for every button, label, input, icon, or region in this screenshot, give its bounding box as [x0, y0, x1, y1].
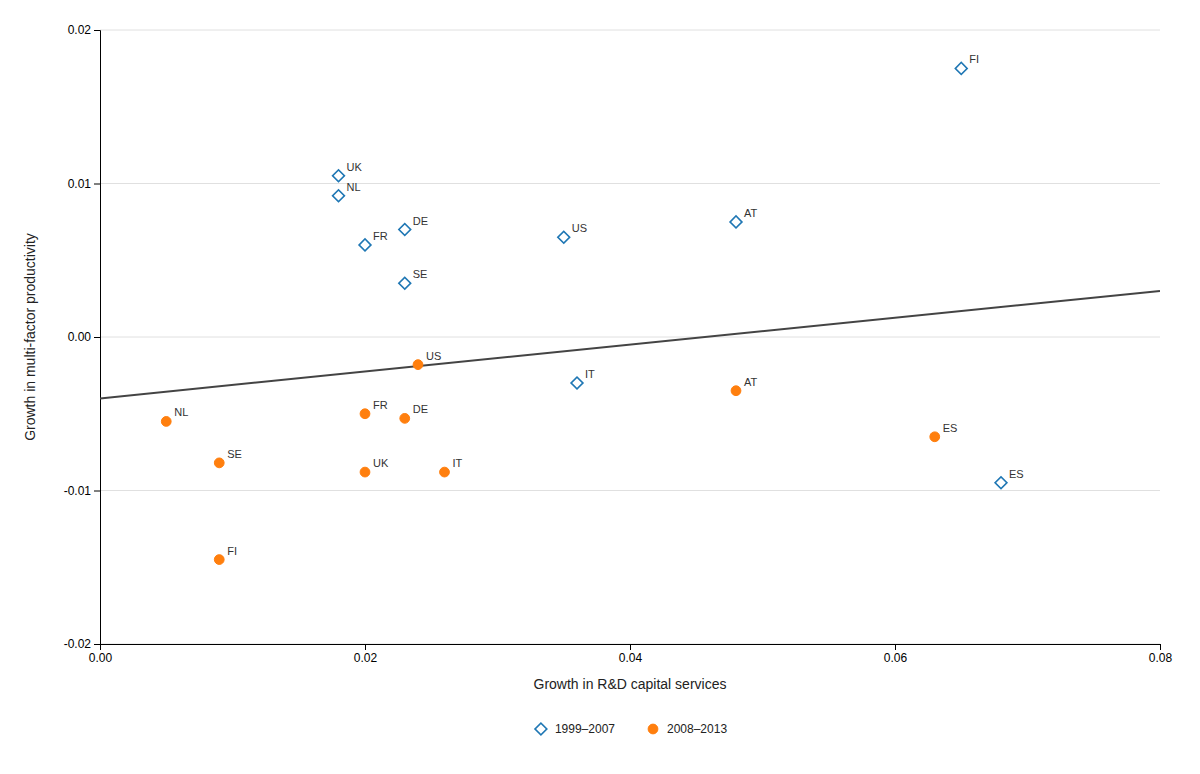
grid-line	[100, 30, 1160, 31]
x-tick-label: 0.06	[884, 651, 908, 665]
point-label: US	[572, 222, 587, 234]
x-tick-label: 0.04	[619, 651, 643, 665]
chart: 0.00 0.02 0.04 0.06 0.08 -0.02 -0.01 0.00 0.01 0.…	[0, 0, 1200, 774]
x-tick: 0.04	[619, 644, 643, 665]
y-tick: -0.02	[64, 637, 100, 651]
circle-point	[214, 458, 224, 468]
x-tick: 0.08	[1149, 644, 1173, 665]
point-label: DE	[413, 403, 428, 415]
legend-item: 2008–2013	[648, 722, 727, 736]
point-label: SE	[227, 448, 242, 460]
grid-line	[100, 490, 1160, 491]
point-label: NL	[174, 406, 188, 418]
legend-item: 1999–2007	[535, 722, 615, 736]
circle-point	[731, 386, 741, 396]
x-axis-title: Growth in R&D capital services	[534, 676, 727, 692]
circle-point	[400, 413, 410, 423]
grid	[100, 30, 1160, 644]
circle-point	[413, 360, 423, 370]
trend-line	[100, 291, 1160, 398]
point-label: IT	[585, 368, 595, 380]
y-tick: 0.00	[68, 330, 100, 344]
diamond-point	[333, 170, 345, 182]
diamond-point	[399, 277, 411, 289]
grid-line	[100, 183, 1160, 184]
y-tick-mark	[94, 644, 100, 645]
point-label: FI	[969, 53, 979, 65]
diamond-point	[359, 239, 371, 251]
point-label: SE	[413, 268, 428, 280]
diamond-point	[399, 224, 411, 236]
circle-point	[161, 417, 171, 427]
x-tick-mark	[365, 644, 366, 650]
y-tick-mark	[94, 30, 100, 31]
y-axis: -0.02 -0.01 0.00 0.01 0.02	[64, 23, 101, 651]
diamond-point	[995, 477, 1007, 489]
circle-point	[440, 467, 450, 477]
y-tick-mark	[94, 184, 100, 185]
y-tick: 0.02	[68, 23, 100, 37]
point-label: NL	[347, 181, 361, 193]
point-label: IT	[453, 457, 463, 469]
x-tick-label: 0.08	[1149, 651, 1173, 665]
x-tick-mark	[1160, 644, 1161, 650]
point-label: AT	[744, 376, 758, 388]
y-tick: 0.01	[68, 177, 100, 191]
y-axis-line	[94, 31, 101, 645]
diamond-point	[730, 216, 742, 228]
x-axis: 0.00 0.02 0.04 0.06 0.08	[89, 644, 1173, 665]
y-tick-label: -0.02	[64, 637, 92, 651]
legend-symbol	[535, 723, 547, 735]
y-tick: -0.01	[64, 484, 100, 498]
diamond-point	[955, 62, 967, 74]
x-tick: 0.02	[354, 644, 378, 665]
point-label: UK	[373, 457, 389, 469]
legend-label: 1999–2007	[555, 722, 615, 736]
x-tick-label: 0.02	[354, 651, 378, 665]
diamond-point	[558, 231, 570, 243]
diamond-point	[333, 190, 345, 202]
x-tick: 0.06	[884, 644, 908, 665]
point-label: AT	[744, 207, 758, 219]
circle-point	[360, 467, 370, 477]
y-axis-title: Growth in multi-factor productivity	[22, 233, 38, 441]
y-tick-label: 0.02	[68, 23, 92, 37]
x-tick-mark	[630, 644, 631, 650]
legend-label: 2008–2013	[667, 722, 727, 736]
x-tick-mark	[895, 644, 896, 650]
plot-area	[100, 62, 1160, 564]
point-label: UK	[347, 161, 363, 173]
legend: 1999–2007 2008–2013	[535, 722, 727, 736]
point-label: FR	[373, 399, 388, 411]
circle-point	[360, 409, 370, 419]
point-label: FR	[373, 230, 388, 242]
circle-point	[214, 555, 224, 565]
point-labels: AT FI FR DE IT NL ES SE UK US AT FI FR DE IT NL ES SE UK US	[174, 53, 1023, 556]
y-tick-label: -0.01	[64, 484, 92, 498]
y-tick-mark	[94, 337, 100, 338]
point-label: US	[426, 350, 441, 362]
y-tick-label: 0.00	[68, 330, 92, 344]
x-tick-label: 0.00	[89, 651, 113, 665]
circle-point	[930, 432, 940, 442]
point-label: FI	[227, 545, 237, 557]
y-tick-label: 0.01	[68, 177, 92, 191]
y-tick-mark	[94, 491, 100, 492]
x-tick: 0.00	[89, 644, 113, 665]
grid-line	[100, 337, 1160, 338]
diamond-point	[571, 377, 583, 389]
x-axis-line	[101, 645, 1161, 651]
legend-symbol	[648, 724, 658, 734]
point-label: ES	[1009, 468, 1024, 480]
point-label: ES	[943, 422, 958, 434]
point-label: DE	[413, 215, 428, 227]
